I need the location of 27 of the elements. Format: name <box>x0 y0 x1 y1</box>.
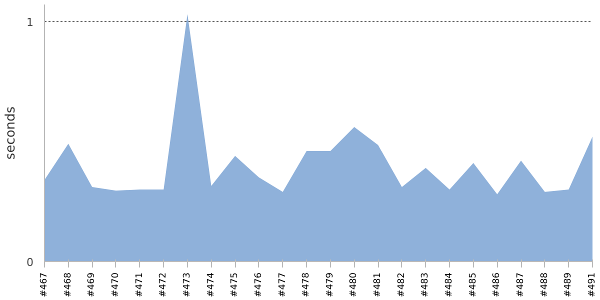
x-tick-label: #483 <box>420 272 431 298</box>
x-tick-label: #484 <box>444 272 455 298</box>
x-tick-label: #488 <box>540 272 550 298</box>
x-tick-label: #475 <box>230 272 240 298</box>
x-tick-label: #473 <box>182 272 192 298</box>
x-tick-label: #469 <box>87 272 98 298</box>
y-axis-title: seconds <box>4 106 18 160</box>
x-tick-label: #472 <box>158 272 169 298</box>
y-tick-label: 1 <box>26 16 34 29</box>
x-tick-label: #485 <box>468 272 478 298</box>
x-tick-label: #479 <box>325 272 336 298</box>
x-tick-label: #487 <box>516 272 526 298</box>
x-tick-label: #476 <box>254 272 264 298</box>
x-tick-label: #489 <box>564 272 574 298</box>
x-tick-label: #477 <box>278 272 288 298</box>
x-tick-label: #480 <box>349 272 360 298</box>
x-tick-label: #470 <box>110 272 121 298</box>
x-tick-label: #467 <box>40 272 50 298</box>
x-tick-label: #468 <box>63 272 74 298</box>
x-tick-label: #482 <box>396 272 407 298</box>
x-tick-label: #471 <box>134 272 145 298</box>
x-tick-label: #478 <box>302 272 312 298</box>
x-tick-label: #481 <box>373 272 384 298</box>
x-tick-label: #486 <box>492 272 502 298</box>
y-tick-label: 0 <box>26 256 34 269</box>
x-tick-label: #474 <box>206 272 216 298</box>
x-tick-label: #491 <box>588 272 598 298</box>
